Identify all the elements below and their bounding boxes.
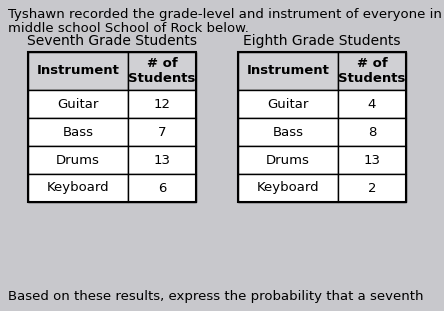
Text: middle school School of Rock below.: middle school School of Rock below.	[8, 22, 249, 35]
Text: Based on these results, express the probability that a seventh: Based on these results, express the prob…	[8, 290, 424, 303]
Bar	[28, 118, 128, 146]
Bar	[128, 174, 196, 202]
Text: Keyboard: Keyboard	[47, 182, 109, 194]
Bar	[338, 52, 406, 90]
Bar	[128, 52, 196, 90]
Text: Instrument: Instrument	[36, 64, 119, 77]
Text: # of
Students: # of Students	[128, 57, 196, 85]
Text: Guitar: Guitar	[57, 98, 99, 110]
Bar	[338, 146, 406, 174]
Text: 13: 13	[154, 154, 170, 166]
Text: 7: 7	[158, 126, 166, 138]
Text: Guitar: Guitar	[267, 98, 309, 110]
Text: 13: 13	[364, 154, 381, 166]
Text: 2: 2	[368, 182, 376, 194]
Bar	[128, 118, 196, 146]
Bar	[28, 146, 128, 174]
Text: Bass: Bass	[273, 126, 304, 138]
Bar	[238, 174, 338, 202]
Bar	[28, 52, 128, 90]
Text: Bass: Bass	[63, 126, 94, 138]
Bar	[238, 90, 338, 118]
Bar	[28, 174, 128, 202]
Bar	[338, 90, 406, 118]
Text: Drums: Drums	[56, 154, 100, 166]
Bar	[238, 118, 338, 146]
Text: # of
Students: # of Students	[338, 57, 406, 85]
Text: Keyboard: Keyboard	[257, 182, 319, 194]
Bar	[128, 146, 196, 174]
Text: Drums: Drums	[266, 154, 310, 166]
Bar	[28, 90, 128, 118]
Text: Seventh Grade Students: Seventh Grade Students	[27, 34, 197, 48]
Bar	[128, 90, 196, 118]
Text: Eighth Grade Students: Eighth Grade Students	[243, 34, 401, 48]
Bar	[238, 146, 338, 174]
Text: Tyshawn recorded the grade-level and instrument of everyone in the: Tyshawn recorded the grade-level and ins…	[8, 8, 444, 21]
Bar	[28, 52, 196, 202]
Bar	[338, 174, 406, 202]
Text: Instrument: Instrument	[246, 64, 329, 77]
Bar	[238, 52, 338, 90]
Bar	[338, 118, 406, 146]
Text: 12: 12	[154, 98, 170, 110]
Text: 8: 8	[368, 126, 376, 138]
Text: 4: 4	[368, 98, 376, 110]
Text: 6: 6	[158, 182, 166, 194]
Bar	[238, 52, 406, 202]
